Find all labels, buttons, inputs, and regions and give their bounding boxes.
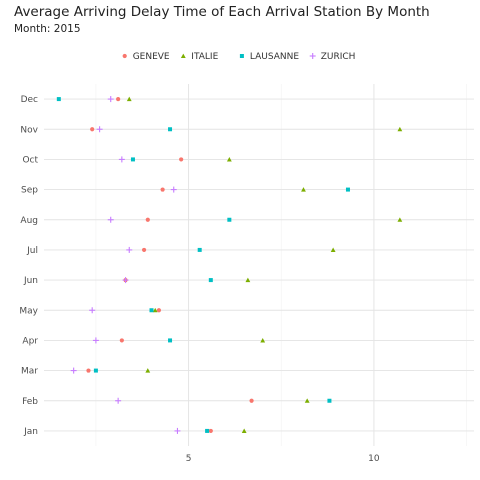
data-point xyxy=(56,97,61,102)
y-tick-label: Mar xyxy=(21,367,38,377)
data-point xyxy=(89,307,96,314)
x-tick-label: 5 xyxy=(186,454,192,464)
y-tick-label: Feb xyxy=(22,397,38,407)
chart-title: Average Arriving Delay Time of Each Arri… xyxy=(14,4,430,20)
legend-item-geneve: GENEVE xyxy=(122,52,170,62)
data-point xyxy=(345,187,350,192)
data-point xyxy=(249,398,254,403)
series-zurich xyxy=(70,96,181,434)
data-point xyxy=(86,368,91,373)
y-tick-label: Apr xyxy=(22,336,38,346)
series-italie xyxy=(126,96,403,433)
legend-key xyxy=(239,54,244,58)
series-geneve xyxy=(86,96,254,434)
legend-key xyxy=(180,53,186,59)
y-tick-label: Sep xyxy=(21,186,38,196)
data-point xyxy=(208,278,213,283)
data-point xyxy=(205,428,210,433)
data-point xyxy=(327,398,332,403)
legend-label: LAUSANNE xyxy=(250,52,299,62)
data-point xyxy=(118,156,125,163)
data-point xyxy=(96,126,103,133)
data-point xyxy=(107,216,114,223)
data-point xyxy=(156,308,162,313)
series-lausanne xyxy=(56,97,350,433)
legend-item-zurich: ZURICH xyxy=(309,52,356,62)
grid xyxy=(44,84,474,446)
data-point xyxy=(115,397,122,404)
data-point xyxy=(145,217,150,222)
data-point xyxy=(397,217,403,222)
data-point xyxy=(141,247,147,253)
data-point xyxy=(145,368,151,373)
x-tick-label: 10 xyxy=(368,454,380,464)
legend-label: GENEVE xyxy=(133,52,170,62)
data-point xyxy=(227,217,232,222)
data-point xyxy=(70,367,77,374)
y-axis-labels: Jan Feb Mar Apr May Jun Jul Aug Sep Oct Nov Dec xyxy=(19,95,38,437)
y-tick-label: May xyxy=(19,306,38,316)
y-tick-label: Aug xyxy=(20,216,38,226)
y-tick-label: Jun xyxy=(23,276,38,286)
legend-key xyxy=(309,53,316,59)
data-point xyxy=(197,247,202,252)
data-point xyxy=(170,186,177,193)
data-point xyxy=(130,157,135,162)
y-tick-label: Jul xyxy=(26,246,38,256)
y-tick-label: Dec xyxy=(21,95,38,105)
data-point xyxy=(152,307,158,313)
y-tick-label: Nov xyxy=(20,125,38,135)
legend-label: ZURICH xyxy=(321,52,356,62)
data-point xyxy=(93,368,98,373)
data-point xyxy=(260,338,266,343)
data-point xyxy=(126,96,132,102)
legend-label: ITALIE xyxy=(191,52,218,62)
legend-item-italie: ITALIE xyxy=(180,52,219,62)
data-point xyxy=(168,338,173,343)
legend-key xyxy=(122,53,127,59)
legend: GENEVE ITALIE LAUSANNE ZURICH xyxy=(122,52,356,62)
data-points xyxy=(56,96,403,434)
data-point xyxy=(301,187,306,192)
data-point xyxy=(90,127,95,132)
x-axis-labels: 5 10 xyxy=(186,454,380,464)
data-point xyxy=(119,338,124,343)
data-point xyxy=(226,157,232,162)
data-point xyxy=(397,126,403,132)
data-point xyxy=(126,246,133,253)
data-point xyxy=(168,127,173,132)
data-point xyxy=(304,398,310,403)
data-point xyxy=(208,428,213,434)
chart-subtitle: Month: 2015 xyxy=(14,23,81,35)
y-tick-label: Oct xyxy=(22,155,38,165)
data-point xyxy=(149,308,154,313)
data-point xyxy=(122,277,129,284)
data-point xyxy=(241,428,247,433)
data-point xyxy=(179,157,184,162)
data-point xyxy=(330,247,336,252)
data-point xyxy=(245,277,251,283)
data-point xyxy=(174,427,181,434)
data-point xyxy=(107,96,114,103)
legend-item-lausanne: LAUSANNE xyxy=(239,52,299,62)
data-point xyxy=(92,337,99,344)
y-tick-label: Jan xyxy=(23,427,38,437)
data-point xyxy=(160,187,165,192)
data-point xyxy=(116,96,121,102)
